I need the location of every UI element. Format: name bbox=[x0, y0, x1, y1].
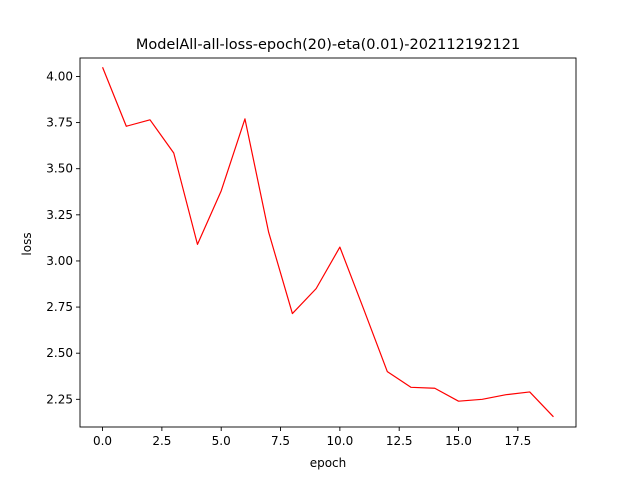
y-tick-label: 2.75 bbox=[46, 300, 73, 314]
x-axis-label: epoch bbox=[310, 456, 347, 470]
y-axis-label: loss bbox=[20, 232, 34, 255]
x-tick-label: 10.0 bbox=[327, 434, 354, 448]
y-tick-label: 4.00 bbox=[46, 69, 73, 83]
y-tick-label: 2.25 bbox=[46, 392, 73, 406]
axes-frame bbox=[79, 57, 577, 428]
x-tick-label: 5.0 bbox=[212, 434, 231, 448]
y-tick-label: 3.00 bbox=[46, 254, 73, 268]
x-tick-label: 0.0 bbox=[93, 434, 112, 448]
series-line-0 bbox=[101, 66, 554, 418]
chart-title: ModelAll-all-loss-epoch(20)-eta(0.01)-20… bbox=[136, 37, 520, 53]
y-tick-label: 3.25 bbox=[46, 208, 73, 222]
x-tick-label: 7.5 bbox=[271, 434, 290, 448]
x-tick-label: 2.5 bbox=[152, 434, 171, 448]
x-tick-label: 17.5 bbox=[504, 434, 531, 448]
y-tick-label: 3.75 bbox=[46, 116, 73, 130]
x-tick-label: 15.0 bbox=[445, 434, 472, 448]
y-tick-label: 2.50 bbox=[46, 346, 73, 360]
plot-area: 0.0 2.5 5.0 7.5 10.0 12.5 15.0 17.5 2.25 2.50 2.75… bbox=[46, 57, 577, 448]
x-tick-label: 12.5 bbox=[386, 434, 413, 448]
y-tick-label: 3.50 bbox=[46, 162, 73, 176]
